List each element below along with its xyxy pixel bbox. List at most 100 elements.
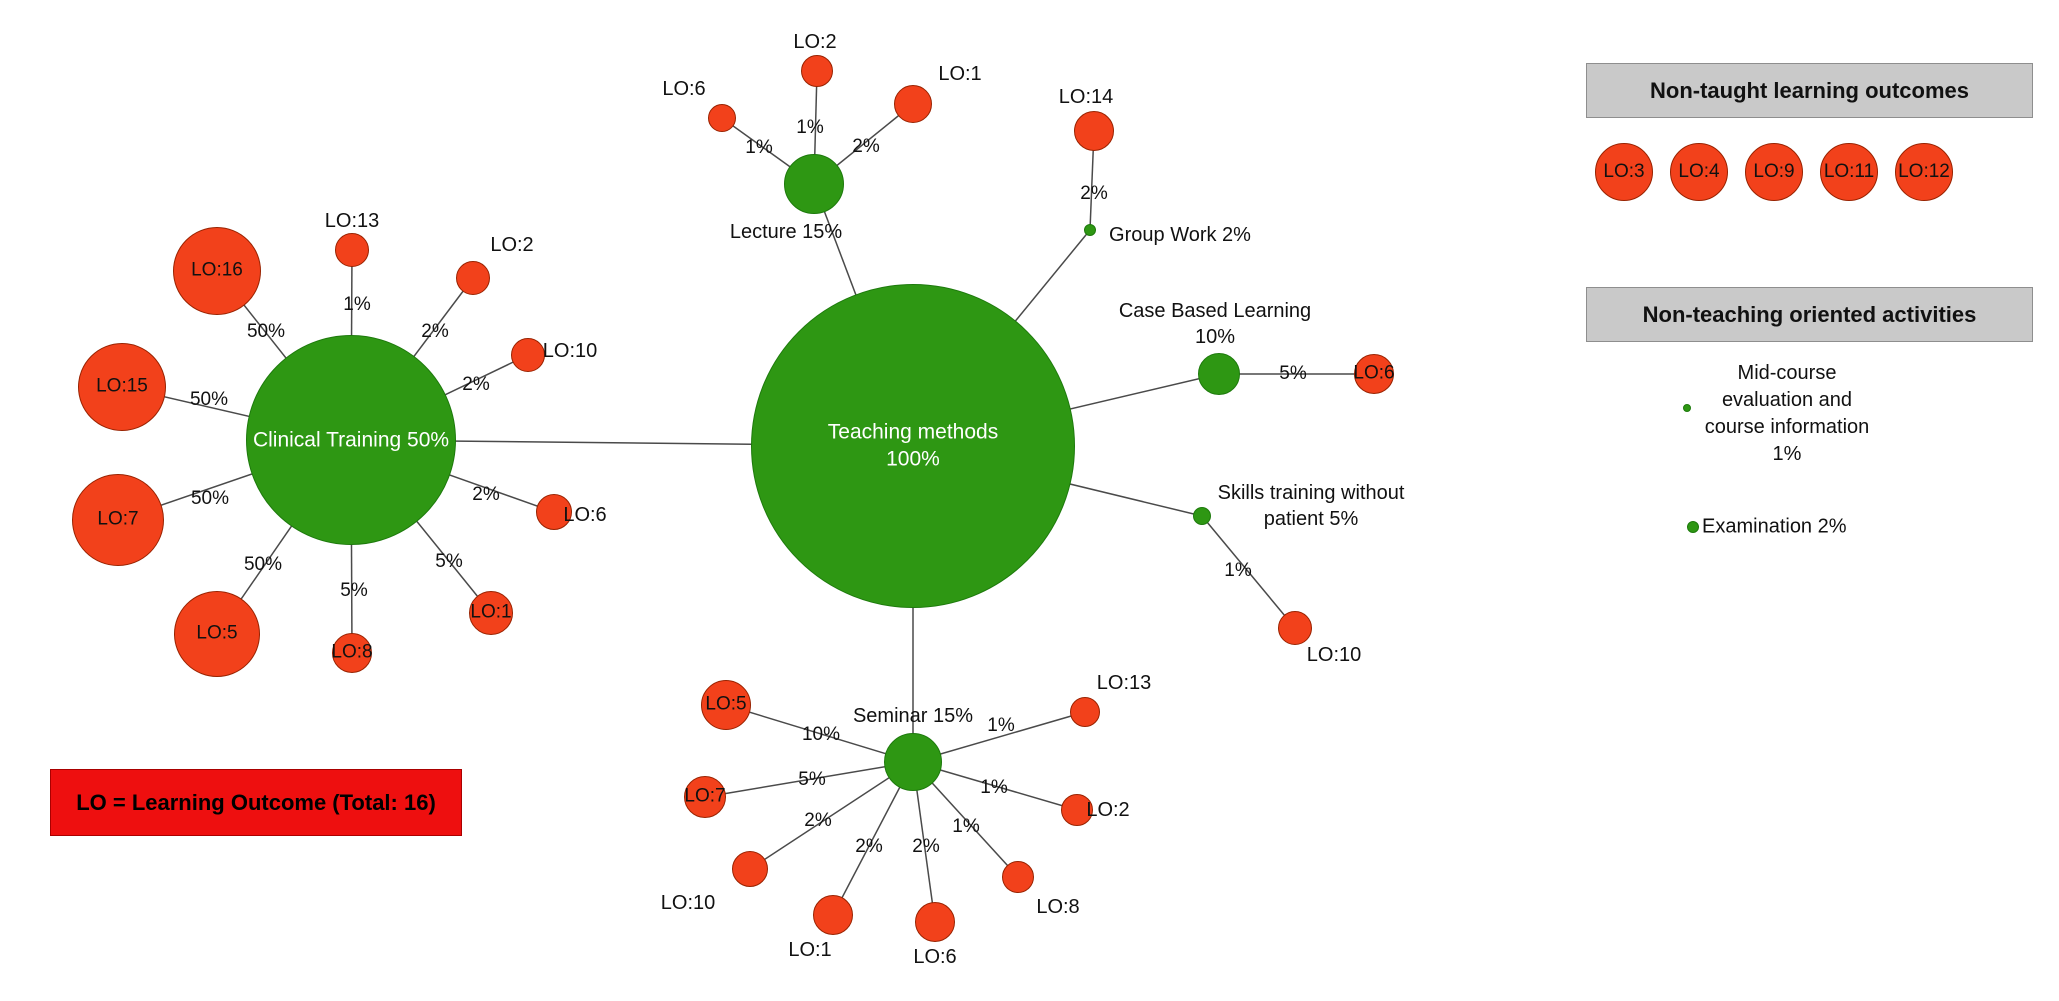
edge-label-clinical-training--ct-lo2: 2% xyxy=(421,321,449,342)
node-label-ct-lo2: LO:2 xyxy=(490,234,534,256)
node-label-ct-lo5: LO:5 xyxy=(196,622,238,644)
node-label-ct-lo7: LO:7 xyxy=(97,508,139,530)
edge-seminar--sem-lo13 xyxy=(912,711,1086,763)
node-label-ct-lo15: LO:15 xyxy=(96,375,148,397)
midcourse-activity-dot xyxy=(1683,404,1691,412)
node-lecture xyxy=(784,154,844,214)
node-ct-lo6 xyxy=(536,494,572,530)
node-seminar xyxy=(884,733,942,791)
node-label-sem-lo5: LO:5 xyxy=(705,693,747,715)
edge-label-clinical-training--ct-lo8: 5% xyxy=(340,580,368,601)
edge-label-clinical-training--ct-lo7: 50% xyxy=(190,488,230,509)
non-taught-lo-circle: LO:9 xyxy=(1745,143,1803,201)
node-skills-training xyxy=(1193,507,1211,525)
non-taught-lo-circle: LO:11 xyxy=(1820,143,1878,201)
node-label-ct-lo1: LO:1 xyxy=(470,601,512,623)
edge-label-seminar--sem-lo7: 5% xyxy=(798,769,826,790)
edge-label-clinical-training--ct-lo10: 2% xyxy=(462,374,490,395)
node-ct-lo1 xyxy=(469,591,513,635)
edge-label-clinical-training--ct-lo13: 1% xyxy=(343,294,371,315)
node-sem-lo7 xyxy=(684,776,726,818)
examination-activity-dot xyxy=(1687,521,1699,533)
node-label-sem-lo13: LO:13 xyxy=(1096,672,1152,694)
node-sem-lo10 xyxy=(732,851,768,887)
node-label-ct-lo16: LO:16 xyxy=(191,259,243,281)
edge-label-clinical-training--ct-lo5: 50% xyxy=(243,554,283,575)
node-label-lecture: Lecture 15% xyxy=(729,221,843,243)
edge-label-seminar--sem-lo6: 2% xyxy=(912,836,940,857)
non-taught-lo-circle: LO:12 xyxy=(1895,143,1953,201)
node-label-sem-lo10: LO:10 xyxy=(660,892,716,914)
node-sem-lo5 xyxy=(701,680,751,730)
node-sk-lo10 xyxy=(1278,611,1312,645)
node-label-sem-lo2: LO:2 xyxy=(1086,799,1130,821)
node-lec-lo2 xyxy=(801,55,833,87)
examination-activity-label: Examination 2% xyxy=(1702,515,1847,538)
non-taught-lo-circle: LO:3 xyxy=(1595,143,1653,201)
edge-label-seminar--sem-lo8: 1% xyxy=(952,816,980,837)
node-sem-lo2 xyxy=(1061,794,1093,826)
node-ct-lo16 xyxy=(173,227,261,315)
node-ct-lo2 xyxy=(456,261,490,295)
node-ct-lo5 xyxy=(174,591,260,677)
edge-seminar--sem-lo5 xyxy=(725,704,914,763)
node-ct-lo7 xyxy=(72,474,164,566)
node-gw-lo14 xyxy=(1074,111,1114,151)
node-label-sem-lo8: LO:8 xyxy=(1036,896,1080,918)
edge-label-clinical-training--ct-lo15: 50% xyxy=(189,389,229,410)
node-sem-lo6 xyxy=(915,902,955,942)
node-label-skills-training: Skills training without patient 5% xyxy=(1217,482,1405,530)
node-label-teaching-methods: Teaching methods 100% xyxy=(827,420,999,471)
node-label-lec-lo2: LO:2 xyxy=(793,31,837,53)
node-label-ct-lo6: LO:6 xyxy=(563,504,607,526)
node-ct-lo8 xyxy=(332,633,372,673)
node-label-lec-lo1: LO:1 xyxy=(938,63,982,85)
node-cbl-lo6 xyxy=(1354,354,1394,394)
edge-label-skills-training--sk-lo10: 1% xyxy=(1224,560,1252,581)
edge-label-seminar--sem-lo10: 2% xyxy=(804,810,832,831)
node-sem-lo1 xyxy=(813,895,853,935)
edge-label-seminar--sem-lo5: 10% xyxy=(801,724,841,745)
edge-seminar--sem-lo7 xyxy=(704,761,914,798)
node-lec-lo6 xyxy=(708,104,736,132)
node-teaching-methods xyxy=(751,284,1075,608)
node-label-case-based-learning: Case Based Learning 10% xyxy=(1118,300,1312,348)
edge-label-lecture--lec-lo1: 2% xyxy=(852,136,880,157)
node-sem-lo8 xyxy=(1002,861,1034,893)
node-ct-lo13 xyxy=(335,233,369,267)
node-label-sem-lo6: LO:6 xyxy=(913,946,957,968)
edge-label-seminar--sem-lo13: 1% xyxy=(987,715,1015,736)
node-label-lec-lo6: LO:6 xyxy=(662,78,706,100)
node-label-ct-lo8: LO:8 xyxy=(331,641,373,663)
edge-seminar--sem-lo10 xyxy=(749,761,914,870)
node-sem-lo13 xyxy=(1070,697,1100,727)
edge-label-clinical-training--ct-lo1: 5% xyxy=(435,551,463,572)
node-label-group-work: Group Work 2% xyxy=(1109,224,1251,246)
non-taught-panel-header: Non-taught learning outcomes xyxy=(1586,63,2033,118)
node-clinical-training xyxy=(246,335,456,545)
edge-label-clinical-training--ct-lo16: 50% xyxy=(246,321,286,342)
node-case-based-learning xyxy=(1198,353,1240,395)
node-lec-lo1 xyxy=(894,85,932,123)
non-taught-lo-circle: LO:4 xyxy=(1670,143,1728,201)
node-group-work xyxy=(1084,224,1096,236)
node-label-cbl-lo6: LO:6 xyxy=(1353,362,1395,384)
edge-label-group-work--gw-lo14: 2% xyxy=(1080,183,1108,204)
node-label-sk-lo10: LO:10 xyxy=(1306,644,1362,666)
edge-label-lecture--lec-lo2: 1% xyxy=(796,117,824,138)
node-label-seminar: Seminar 15% xyxy=(852,705,974,727)
node-label-ct-lo13: LO:13 xyxy=(324,210,380,232)
edge-skills-training--sk-lo10 xyxy=(1201,515,1296,629)
midcourse-activity-label: Mid-course evaluation and course informati… xyxy=(1704,362,1870,465)
edge-label-case-based-learning--cbl-lo6: 5% xyxy=(1279,363,1307,384)
node-ct-lo15 xyxy=(78,343,166,431)
node-ct-lo10 xyxy=(511,338,545,372)
edge-label-seminar--sem-lo2: 1% xyxy=(980,777,1008,798)
non-taught-lo-row: LO:3 LO:4 LO:9 LO:11 LO:12 xyxy=(1595,143,1953,201)
node-label-ct-lo10: LO:10 xyxy=(542,340,598,362)
edge-label-clinical-training--ct-lo6: 2% xyxy=(472,484,500,505)
legend-box: LO = Learning Outcome (Total: 16) xyxy=(50,769,462,836)
node-label-clinical-training: Clinical Training 50% xyxy=(252,428,450,452)
edge-label-seminar--sem-lo1: 2% xyxy=(855,836,883,857)
